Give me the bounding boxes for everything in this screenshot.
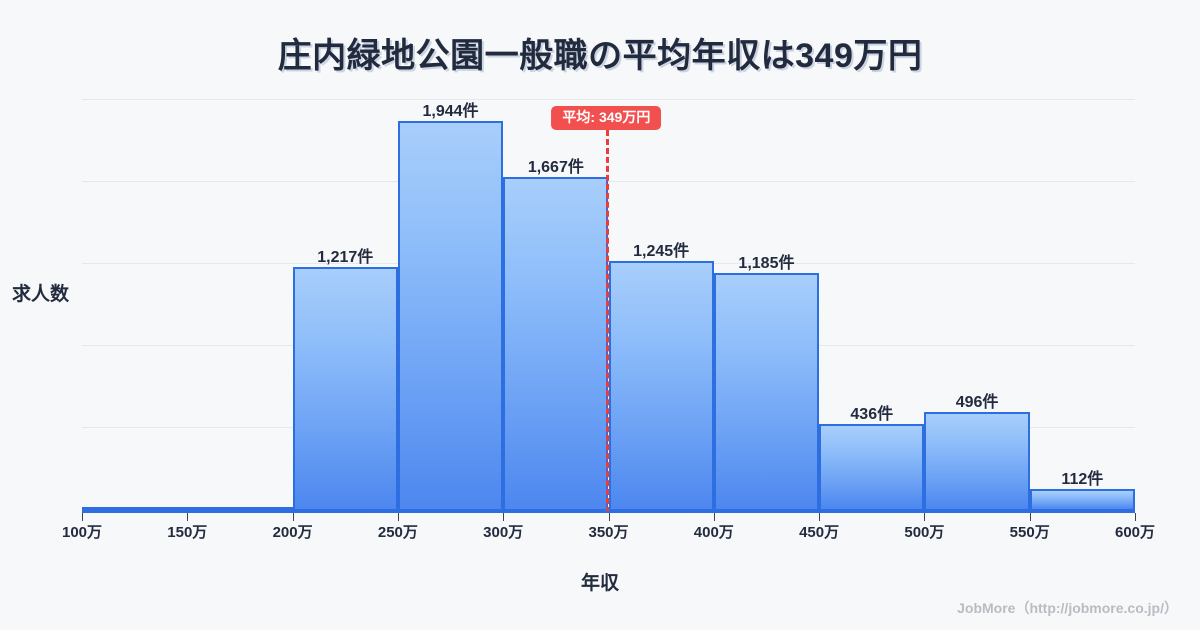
tick-mark [924, 513, 926, 521]
bar [187, 507, 293, 511]
watermark: JobMore（http://jobmore.co.jp/） [957, 600, 1178, 616]
bar-value-label: 112件 [1061, 470, 1104, 488]
gridline [82, 99, 1135, 100]
bar [713, 273, 820, 511]
x-axis-line [82, 511, 1135, 513]
x-axis-title: 年収 [580, 573, 619, 594]
x-tick-label: 450万 [799, 524, 840, 541]
bar [503, 176, 609, 511]
x-tick-label: 400万 [693, 524, 734, 541]
bar-value-label: 1,944件 [422, 103, 479, 121]
x-tick-label: 100万 [61, 524, 103, 541]
x-tick-label: 150万 [167, 524, 208, 541]
tick-mark [503, 513, 505, 521]
average-badge: 平均: 349万円 [551, 106, 662, 131]
tick-mark [819, 513, 821, 521]
bar-value-label: 1,185件 [738, 255, 795, 273]
bar [608, 261, 714, 511]
bar [82, 507, 188, 511]
x-tick-label: 600万 [1114, 524, 1156, 541]
x-tick-label: 350万 [588, 524, 629, 541]
x-tick-label: 300万 [483, 524, 524, 541]
average-line [606, 130, 610, 513]
bar-value-label: 496件 [955, 393, 999, 411]
tick-mark [82, 513, 83, 521]
tick-mark [1029, 513, 1031, 521]
bar-value-label: 436件 [850, 405, 894, 423]
tick-mark [397, 513, 399, 521]
x-tick-label: 200万 [272, 524, 313, 541]
x-tick-label: 250万 [377, 524, 418, 541]
bar-value-label: 1,217件 [317, 249, 374, 267]
x-tick-label: 500万 [904, 524, 945, 541]
bar [397, 121, 504, 511]
x-tick-label: 550万 [1009, 524, 1050, 541]
tick-mark [292, 513, 294, 521]
y-axis-title: 求人数 [12, 284, 70, 305]
bar-value-label: 1,667件 [527, 158, 584, 176]
bar-value-label: 1,245件 [633, 243, 690, 261]
bar [292, 267, 398, 511]
tick-mark [713, 513, 715, 521]
tick-mark [1135, 513, 1136, 521]
bar [1029, 488, 1135, 511]
tick-mark [608, 513, 610, 521]
chart-title: 庄内緑地公園一般職の平均年収は349万円 [277, 37, 923, 75]
bar [924, 411, 1030, 511]
tick-mark [187, 513, 189, 521]
bar [819, 423, 925, 511]
